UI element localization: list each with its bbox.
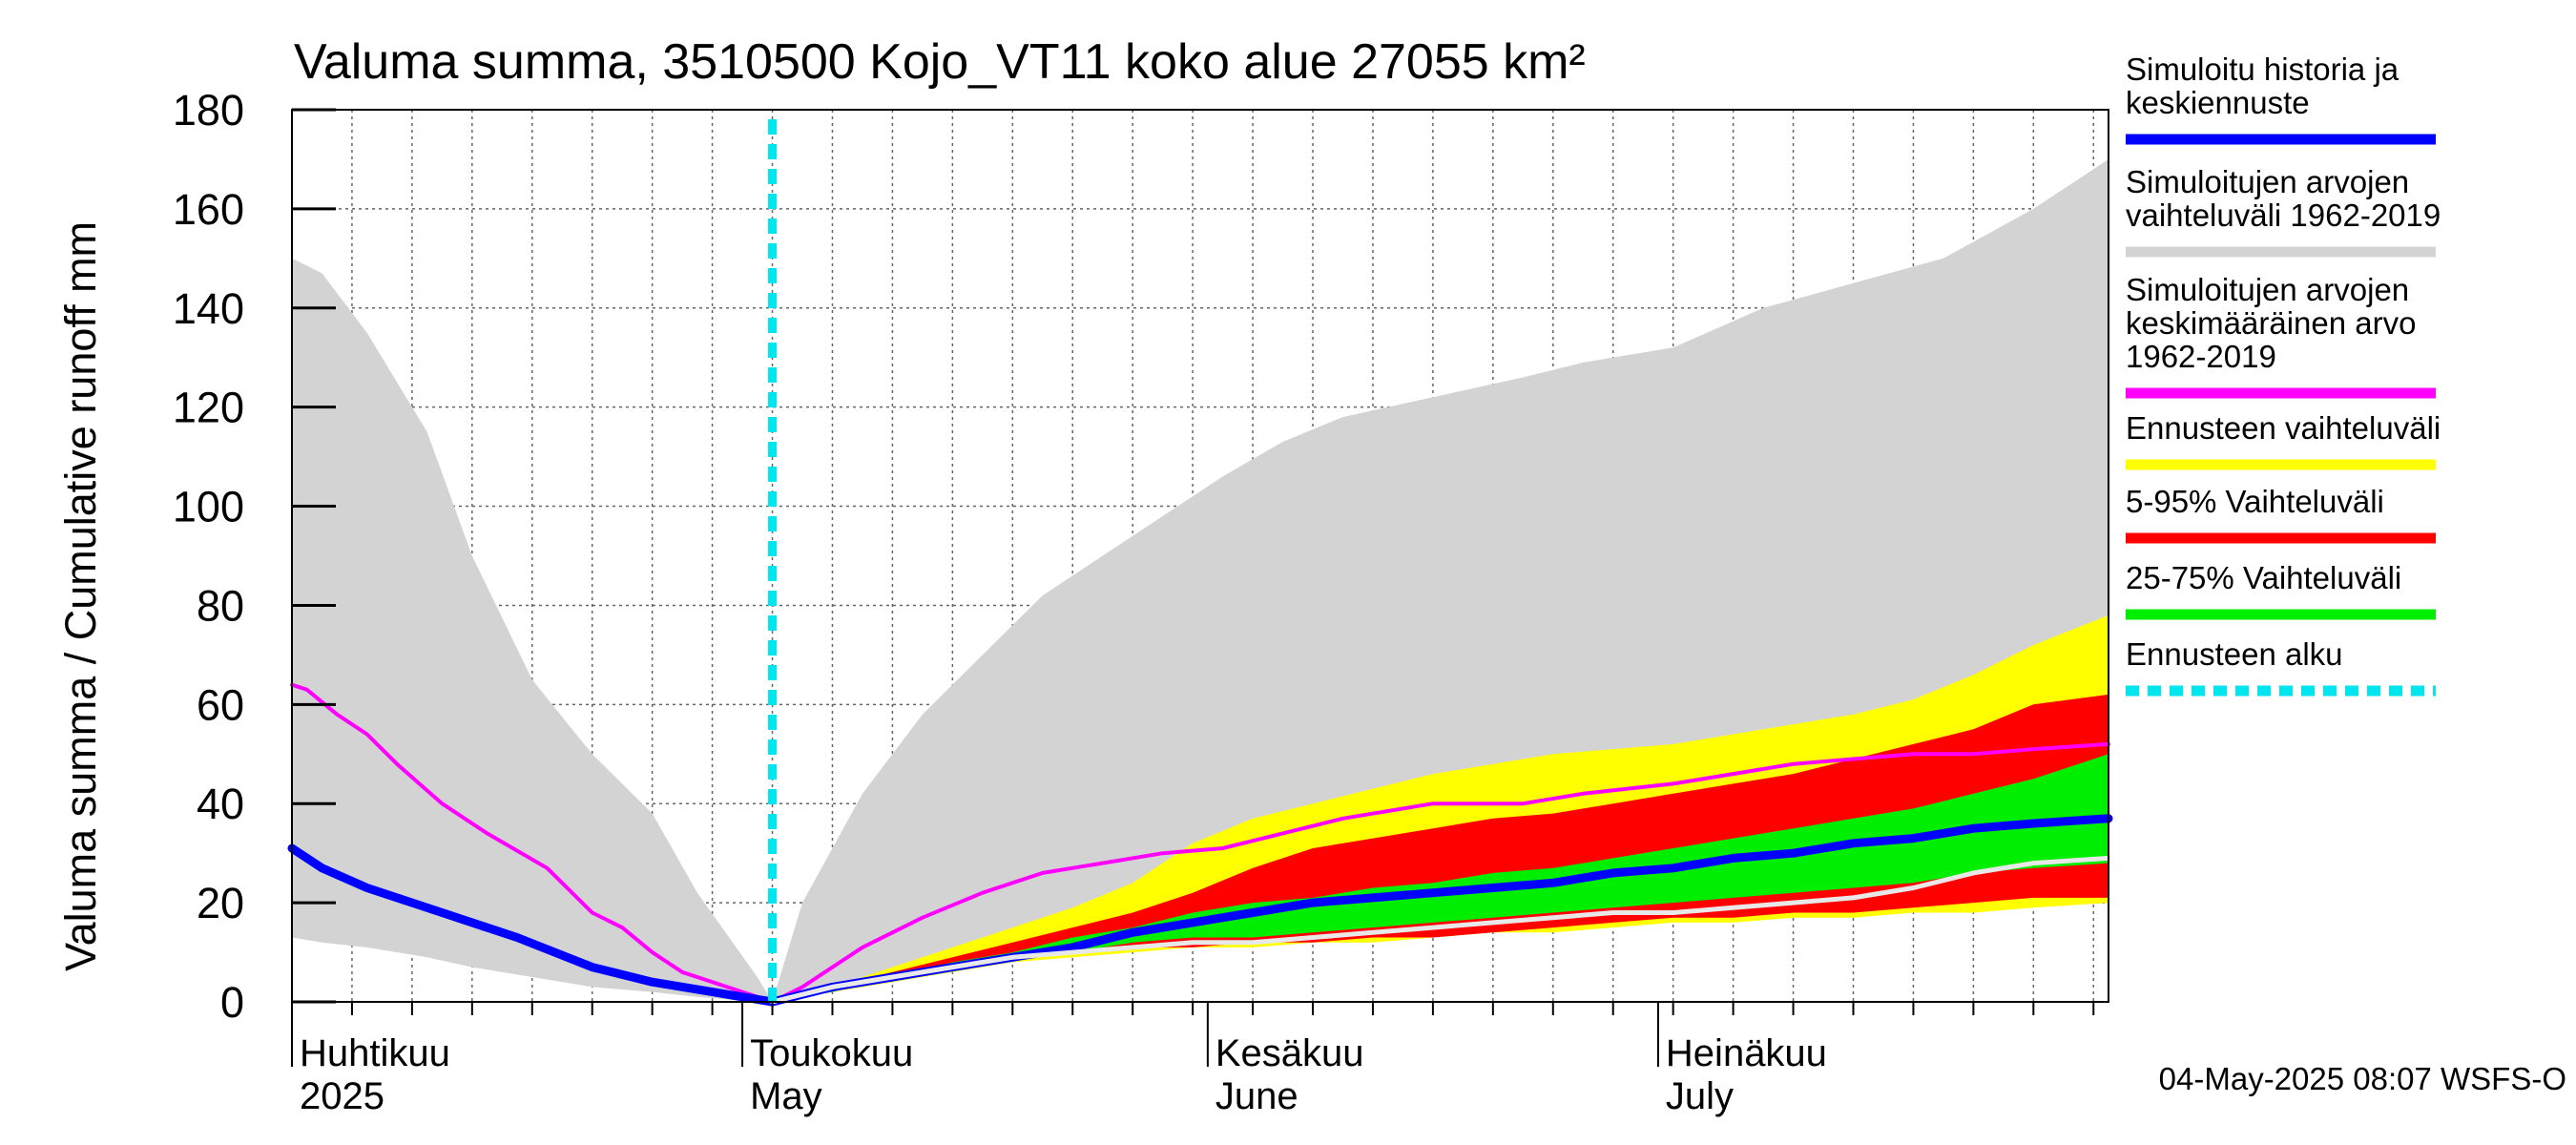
plot-frame: [291, 109, 2109, 1003]
series-line-5: [287, 814, 2113, 1007]
y-tick-label: 180: [173, 86, 244, 135]
y-tick-label: 140: [173, 284, 244, 333]
legend-label-1: Simuloitujen arvojen: [2126, 164, 2409, 199]
y-tick-label: 80: [197, 581, 244, 630]
series-line-4: [290, 682, 2110, 1004]
month-label-1: Toukokuu: [750, 1032, 913, 1074]
timestamp-footer: 04-May-2025 08:07 WSFS-O: [2159, 1061, 2566, 1096]
y-tick-label: 40: [197, 780, 244, 828]
month-label-0: Huhtikuu: [300, 1032, 450, 1074]
month-label-2: Kesäkuu: [1215, 1032, 1364, 1074]
legend-label-3: Ennusteen vaihteluväli: [2126, 410, 2441, 446]
month-sublabel-3: July: [1666, 1075, 1734, 1117]
y-axis-label: Valuma summa / Cumulative runoff mm: [56, 221, 105, 971]
legend-label-2: 1962-2019: [2126, 339, 2276, 374]
band-2: [772, 694, 2109, 1002]
chart-title: Valuma summa, 3510500 Kojo_VT11 koko alu…: [294, 34, 1586, 90]
month-label-3: Heinäkuu: [1666, 1032, 1827, 1074]
legend-label-1: vaihteluväli 1962-2019: [2126, 198, 2441, 233]
legend-label-2: keskimääräinen arvo: [2126, 305, 2416, 341]
y-tick-label: 100: [173, 483, 244, 531]
y-tick-label: 20: [197, 879, 244, 927]
y-tick-label: 60: [197, 680, 244, 729]
legend-label-0: Simuloitu historia ja: [2126, 52, 2399, 87]
month-sublabel-1: May: [750, 1075, 822, 1117]
y-tick-label: 120: [173, 384, 244, 432]
legend-label-4: 5-95% Vaihteluväli: [2126, 484, 2384, 519]
legend-label-5: 25-75% Vaihteluväli: [2126, 560, 2401, 595]
series-line-6: [770, 855, 2111, 1005]
legend-label-0: keskiennuste: [2126, 85, 2310, 120]
y-tick-label: 0: [220, 978, 244, 1027]
y-tick-label: 160: [173, 185, 244, 234]
month-sublabel-0: 2025: [300, 1075, 384, 1117]
legend-label-2: Simuloitujen arvojen: [2126, 272, 2409, 307]
month-sublabel-2: June: [1215, 1075, 1298, 1117]
legend-label-6: Ennusteen alku: [2126, 636, 2343, 672]
